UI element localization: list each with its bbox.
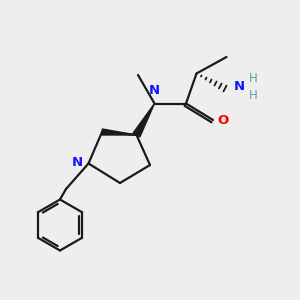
Text: H: H bbox=[248, 72, 257, 86]
Text: N: N bbox=[233, 80, 244, 94]
Polygon shape bbox=[133, 103, 154, 137]
Text: N: N bbox=[149, 84, 160, 97]
Text: H: H bbox=[248, 88, 257, 102]
Text: O: O bbox=[217, 113, 228, 127]
Polygon shape bbox=[102, 129, 136, 135]
Text: N: N bbox=[72, 155, 83, 169]
